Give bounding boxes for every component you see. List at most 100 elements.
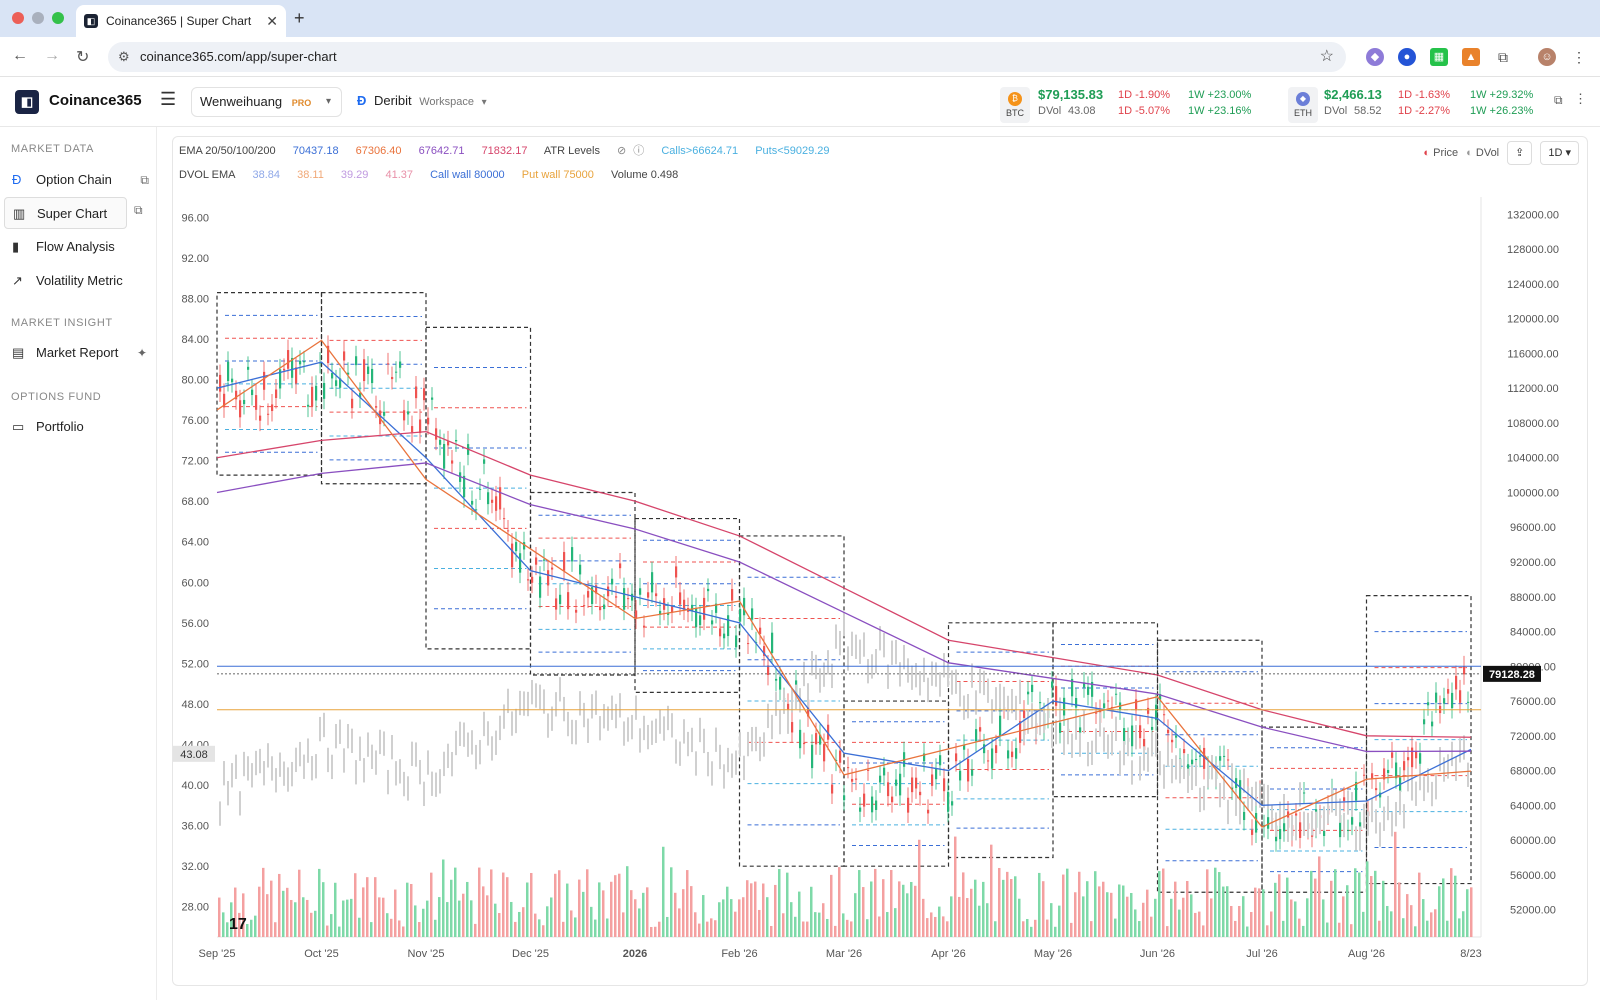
exchange-selector[interactable]: Ɖ Deribit Workspace ▾ [357, 93, 487, 108]
dvol-candle [459, 721, 461, 747]
volume-bar [430, 872, 433, 937]
dvol-candle [259, 748, 261, 774]
price-candle [1031, 684, 1034, 693]
dvol-candle [863, 632, 865, 657]
volume-bar [402, 926, 405, 937]
brand-logo[interactable]: ◧ [15, 90, 39, 114]
back-icon[interactable]: ← [12, 47, 28, 64]
sidebar-item-portfolio[interactable]: ▭ Portfolio [4, 411, 153, 443]
price-candle [1195, 758, 1198, 761]
price-candle [375, 406, 378, 408]
eye-off-icon[interactable]: ⊘ [617, 145, 627, 157]
dvol-candle [1407, 767, 1409, 792]
open-new-window-icon[interactable]: ⧉ [134, 203, 143, 217]
sidebar-item-label: Flow Analysis [36, 239, 115, 254]
volume-bar [1114, 918, 1117, 937]
reload-icon[interactable]: ↻ [76, 49, 90, 66]
dvol-candle [935, 662, 937, 687]
price-toggle[interactable]: ◐ Price [1423, 147, 1459, 159]
sidebar-item-flow-analysis[interactable]: ▮ Flow Analysis [4, 231, 153, 263]
volume-bar [950, 896, 953, 937]
maximize-window-icon[interactable] [52, 12, 64, 24]
volume-bar [758, 909, 761, 937]
sparkle-icon[interactable]: ✦ [136, 346, 147, 360]
volume-bar [1234, 920, 1237, 937]
right-axis-tick: 100000.00 [1507, 487, 1559, 499]
sidebar-item-volatility-metric[interactable]: ↗ Volatility Metric [4, 265, 153, 297]
extension-icon[interactable]: ▦ [1430, 48, 1448, 66]
more-menu-icon[interactable]: ⋮ [1574, 91, 1587, 106]
puzzle-icon[interactable]: ⧉ [1494, 48, 1512, 66]
price-candle [475, 509, 478, 511]
minimize-window-icon[interactable] [32, 12, 44, 24]
dvol-candle [1111, 731, 1113, 756]
dvol-candle [823, 662, 825, 687]
dvol-candle [691, 727, 693, 753]
volume-bar [1354, 868, 1357, 937]
sidebar-item-super-chart[interactable]: ▥ Super Chart [4, 197, 127, 229]
price-candle [1055, 686, 1058, 706]
volume-bar [1038, 872, 1041, 937]
price-candle [1103, 703, 1106, 709]
forward-icon[interactable]: → [44, 47, 60, 64]
right-axis-tick: 60000.00 [1510, 835, 1556, 847]
eth-1d-dvol-change: 1D -2.27% [1398, 105, 1450, 117]
price-candle [1115, 693, 1118, 695]
dvol-candle [1267, 784, 1269, 810]
price-chart[interactable]: 96.00 92.00 88.00 84.00 80.00 76.00 72.00 68.00… [173, 197, 1587, 987]
site-info-icon[interactable]: ⚙ [118, 49, 130, 64]
open-new-window-icon[interactable]: ⧉ [140, 173, 149, 187]
price-candle [935, 768, 938, 780]
dvol-candle [379, 729, 381, 755]
left-axis-tick: 52.00 [181, 658, 209, 670]
volume-bar [1350, 924, 1353, 937]
new-tab-icon[interactable]: + [294, 8, 305, 28]
dvol-toggle[interactable]: ◐ DVol [1466, 147, 1500, 159]
price-candle [1083, 682, 1086, 688]
dvol-candle [999, 683, 1001, 709]
dvol-candle [539, 684, 541, 709]
browser-menu-icon[interactable]: ⋮ [1570, 48, 1588, 66]
hamburger-menu-icon[interactable]: ☰ [160, 89, 177, 109]
price-candle [887, 782, 890, 797]
sidebar-item-market-report[interactable]: ▤ Market Report ✦ [4, 337, 153, 369]
price-candle [287, 350, 290, 369]
dvol-candle [807, 683, 809, 708]
address-bar[interactable]: ⚙ coinance365.com/app/super-chart ☆ [108, 42, 1346, 72]
atr-puts: Puts<59029.29 [755, 145, 830, 157]
eth-dvol: 58.52 [1354, 105, 1382, 117]
interval-select[interactable]: 1D ▾ [1540, 141, 1579, 165]
user-selector[interactable]: Wenweihuang PRO ▾ [191, 87, 342, 117]
browser-tab[interactable]: ◧ Coinance365 | Super Chart ✕ [76, 5, 286, 37]
help-icon[interactable]: ⓘ [633, 145, 645, 157]
dvol-candle [623, 721, 625, 746]
close-tab-icon[interactable]: ✕ [266, 12, 278, 29]
volume-bar [806, 921, 809, 937]
ema-legend: EMA 20/50/100/200 70437.18 67306.40 6764… [179, 142, 844, 158]
share-button[interactable]: ⇪ [1507, 141, 1533, 165]
close-window-icon[interactable] [12, 12, 24, 24]
price-candle [1203, 747, 1206, 769]
price-candle [819, 734, 822, 745]
x-axis-tick: May '26 [1034, 948, 1072, 960]
volume-bar [410, 883, 413, 937]
layout-toggle-icon[interactable]: ⧉ [1554, 93, 1563, 107]
dvol-candle [1319, 809, 1321, 835]
dvol-candle [1391, 812, 1393, 837]
price-candle [943, 778, 946, 792]
volume-bar [662, 846, 665, 937]
volume-bar [1002, 879, 1005, 937]
profile-avatar[interactable]: ☺ [1538, 48, 1556, 66]
bookmark-star-icon[interactable]: ☆ [1319, 48, 1334, 65]
eth-ticker[interactable]: ◆ ETH $2,466.13 DVol 58.52 1D -1.63% 1D -… [1288, 83, 1558, 123]
volume-bar [270, 880, 273, 937]
price-candle [623, 588, 626, 610]
btc-ticker[interactable]: ₿ BTC $79,135.83 DVol 43.08 1D -1.90% 1D … [1000, 83, 1270, 123]
extension-icon[interactable]: ● [1398, 48, 1416, 66]
extension-icon[interactable]: ◆ [1366, 48, 1384, 66]
sidebar-item-option-chain[interactable]: Ɖ Option Chain ⧉ [4, 164, 153, 196]
metamask-icon[interactable]: ▲ [1462, 48, 1480, 66]
price-candle [243, 399, 246, 405]
volume-bar [1330, 880, 1333, 937]
dvol-candle [1303, 811, 1305, 836]
